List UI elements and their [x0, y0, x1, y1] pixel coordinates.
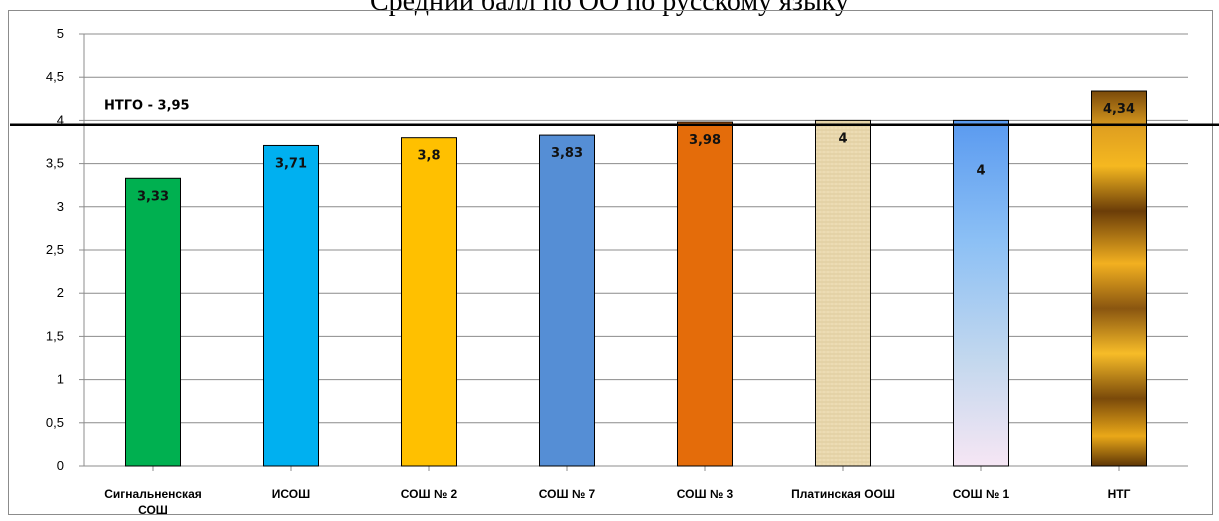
- labels: 3,33 Сигнальненская СОШ 3,71 ИСОШ 3,8 СОШ № 2 3…: [104, 102, 1135, 517]
- chart-frame: [8, 10, 1213, 515]
- data-label: 4: [838, 131, 847, 146]
- bar: [815, 119, 871, 467]
- y-tick-label: 1,5: [46, 328, 64, 343]
- y-tick-label: 5: [57, 26, 64, 41]
- x-tick-label: ИСОШ: [272, 487, 310, 501]
- data-label: 3,33: [137, 189, 169, 204]
- y-tick-label: 3: [57, 199, 64, 214]
- data-label: 4,34: [1103, 102, 1135, 117]
- y-tick-label: 4,5: [46, 69, 64, 84]
- data-label: 4: [976, 163, 985, 178]
- bars: [125, 90, 1147, 467]
- bar: [953, 119, 1009, 467]
- bar: [677, 121, 733, 467]
- bar: [401, 137, 457, 467]
- reference-line-group: НТГО - 3,95: [10, 99, 1219, 126]
- x-tick-label: НТГ: [1108, 487, 1131, 501]
- reference-line-label: НТГО - 3,95: [104, 99, 190, 114]
- chart-title: Средний балл по ОО по русскому языку: [369, 0, 850, 17]
- y-tick-label: 1: [57, 372, 64, 387]
- x-tick-label: СОШ № 2: [401, 487, 458, 501]
- y-tick-label: 4: [57, 112, 64, 127]
- x-tick-label: Сигнальненская СОШ: [104, 487, 202, 517]
- y-tick-label: 0,5: [46, 415, 64, 430]
- x-tick-label: СОШ № 3: [677, 487, 734, 501]
- bar: [1091, 90, 1147, 467]
- y-tick-label: 3,5: [46, 156, 64, 171]
- data-label: 3,98: [689, 133, 721, 148]
- data-label: 3,83: [551, 146, 583, 161]
- x-tick-label: СОШ № 7: [539, 487, 596, 501]
- bar: [539, 134, 595, 467]
- data-label: 3,8: [417, 149, 440, 164]
- y-tick-label: 0: [57, 458, 64, 473]
- x-tick-label: Платинская ООШ: [791, 487, 895, 501]
- gridlines: [84, 33, 1188, 467]
- y-tick-label: 2,5: [46, 242, 64, 257]
- data-label: 3,71: [275, 156, 307, 171]
- y-tick-label: 2: [57, 285, 64, 300]
- x-tick-label: СОШ № 1: [953, 487, 1010, 501]
- bar: [125, 177, 181, 467]
- bar: [263, 144, 319, 467]
